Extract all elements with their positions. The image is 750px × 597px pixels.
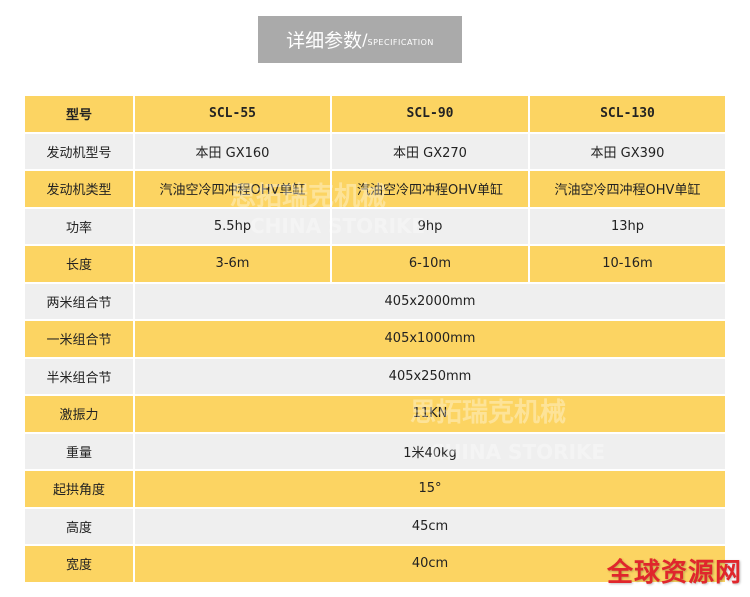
row-label: 长度 [25,246,133,282]
column-header: 型号 [25,96,133,132]
table-row: 激振力 11KN [25,396,725,432]
row-value: 11KN [135,396,725,432]
row-value: 15° [135,471,725,507]
table-row: 宽度 40cm [25,546,725,582]
site-badge: 全球资源网 [606,558,742,588]
table-row: 长度 3-6m 6-10m 10-16m [25,246,725,282]
column-header: SCL-55 [135,96,330,132]
row-label: 一米组合节 [25,321,133,357]
table-row: 功率 5.5hp 9hp 13hp [25,208,725,244]
row-label: 宽度 [25,546,133,582]
row-value: 本田 GX270 [332,133,528,169]
spec-table: 型号 SCL-55 SCL-90 SCL-130 发动机型号 本田 GX160 本田 GX2… [25,96,725,584]
title-separator: / [362,30,368,49]
table-row: 半米组合节 405x250mm [25,358,725,394]
row-value: 5.5hp [135,208,330,244]
table-row: 发动机型号 本田 GX160 本田 GX270 本田 GX390 [25,133,725,169]
row-value: 10-16m [530,246,725,282]
row-value: 本田 GX390 [530,133,725,169]
table-row: 高度 45cm [25,508,725,544]
row-value: 40cm [135,546,725,582]
row-value: 6-10m [332,246,528,282]
row-label: 半米组合节 [25,358,133,394]
row-value: 3-6m [135,246,330,282]
table-row: 发动机类型 汽油空冷四冲程OHV单缸 汽油空冷四冲程OHV单缸 汽油空冷四冲程OHV单… [25,171,725,207]
row-value: 405x1000mm [135,321,725,357]
table-row: 一米组合节 405x1000mm [25,321,725,357]
row-label: 功率 [25,208,133,244]
table-row: 两米组合节 405x2000mm [25,283,725,319]
row-label: 重量 [25,433,133,469]
row-value: 13hp [530,208,725,244]
section-title: 详细参数 / SPECIFICATION [258,16,462,63]
row-label: 发动机型号 [25,133,133,169]
row-label: 起拱角度 [25,471,133,507]
title-zh: 详细参数 [286,30,363,52]
title-en: SPECIFICATION [367,38,434,47]
row-label: 两米组合节 [25,283,133,319]
table-header: 型号 SCL-55 SCL-90 SCL-130 [25,96,725,132]
row-value: 本田 GX160 [135,133,330,169]
row-value: 405x2000mm [135,283,725,319]
row-value: 1米40kg [135,433,725,469]
row-value: 405x250mm [135,358,725,394]
row-value: 汽油空冷四冲程OHV单缸 [332,171,528,207]
row-value: 汽油空冷四冲程OHV单缸 [530,171,725,207]
row-value: 45cm [135,508,725,544]
row-label: 激振力 [25,396,133,432]
table-row: 起拱角度 15° [25,471,725,507]
row-label: 发动机类型 [25,171,133,207]
column-header: SCL-130 [530,96,725,132]
row-value: 汽油空冷四冲程OHV单缸 [135,171,330,207]
table-row: 重量 1米40kg [25,433,725,469]
column-header: SCL-90 [332,96,528,132]
row-value: 9hp [332,208,528,244]
row-label: 高度 [25,508,133,544]
